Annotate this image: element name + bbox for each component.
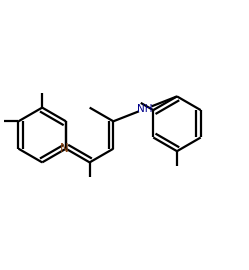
Text: NH: NH: [137, 104, 153, 114]
Text: N: N: [60, 142, 69, 155]
